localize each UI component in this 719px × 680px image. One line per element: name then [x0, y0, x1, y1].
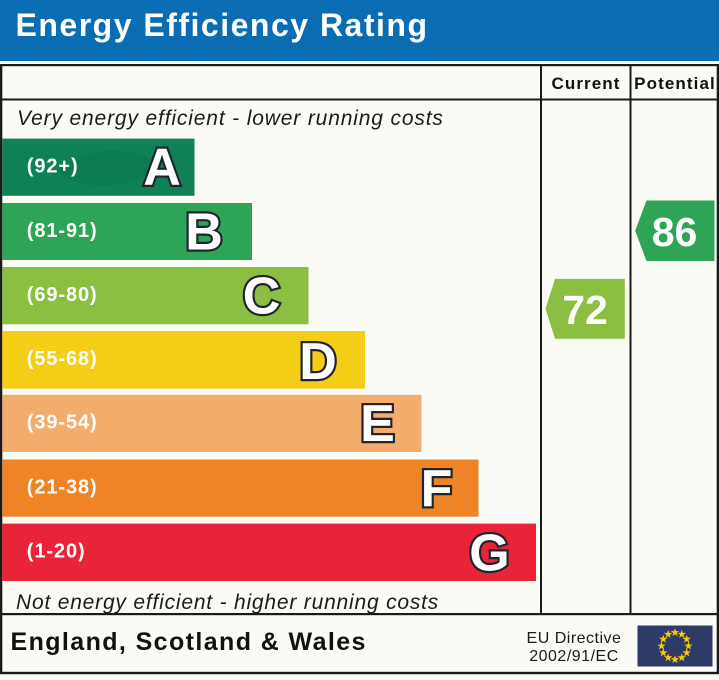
svg-text:Potential: Potential	[634, 74, 716, 93]
svg-text:(81-91): (81-91)	[27, 220, 98, 242]
svg-text:C: C	[243, 267, 281, 325]
svg-text:2002/91/EC: 2002/91/EC	[529, 648, 619, 665]
svg-text:G: G	[469, 525, 509, 583]
svg-text:Very energy efficient - lower: Very energy efficient - lower running co…	[17, 107, 444, 130]
svg-text:72: 72	[562, 287, 608, 333]
svg-text:D: D	[299, 333, 337, 391]
svg-text:(1-20): (1-20)	[27, 540, 86, 562]
svg-text:EU Directive: EU Directive	[527, 630, 622, 647]
svg-text:(69-80): (69-80)	[27, 284, 98, 306]
svg-text:England, Scotland & Wales: England, Scotland & Wales	[11, 628, 367, 656]
svg-text:Current: Current	[551, 74, 620, 93]
svg-text:Energy Efficiency Rating: Energy Efficiency Rating	[16, 7, 429, 43]
svg-text:F: F	[421, 460, 453, 518]
svg-text:A: A	[143, 139, 181, 197]
svg-text:E: E	[360, 395, 395, 453]
svg-text:(21-38): (21-38)	[27, 476, 98, 498]
svg-text:(92+): (92+)	[27, 155, 79, 177]
svg-text:(55-68): (55-68)	[27, 348, 98, 370]
svg-text:B: B	[185, 204, 223, 262]
svg-text:86: 86	[652, 209, 698, 255]
svg-text:(39-54): (39-54)	[27, 412, 98, 434]
svg-text:Not energy efficient - higher: Not energy efficient - higher running co…	[16, 591, 439, 614]
